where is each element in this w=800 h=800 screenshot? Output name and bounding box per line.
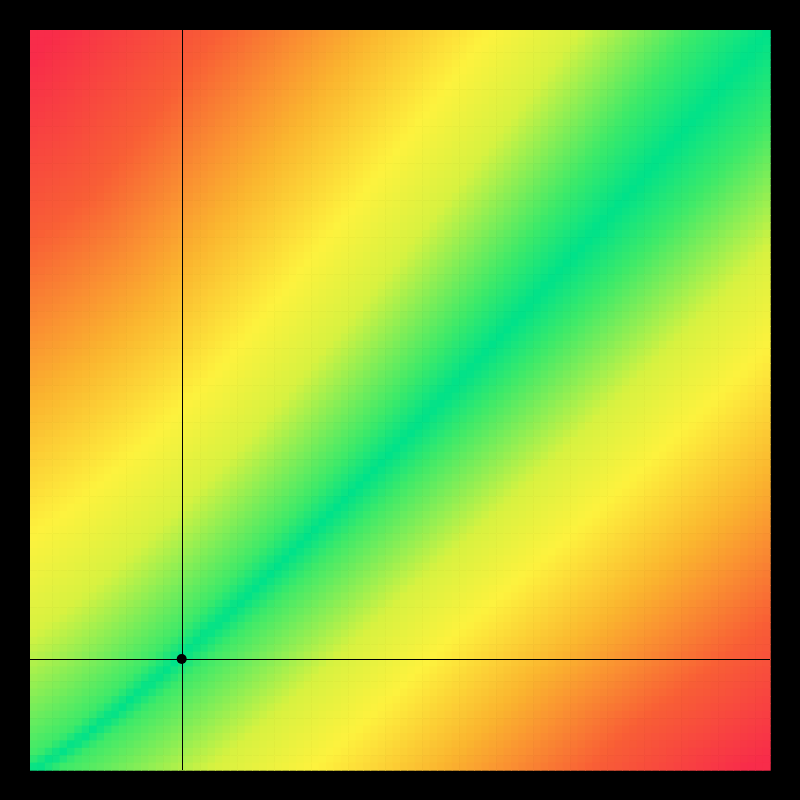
heatmap-canvas xyxy=(0,0,800,800)
chart-frame: TheBottleneck.com xyxy=(0,0,800,800)
